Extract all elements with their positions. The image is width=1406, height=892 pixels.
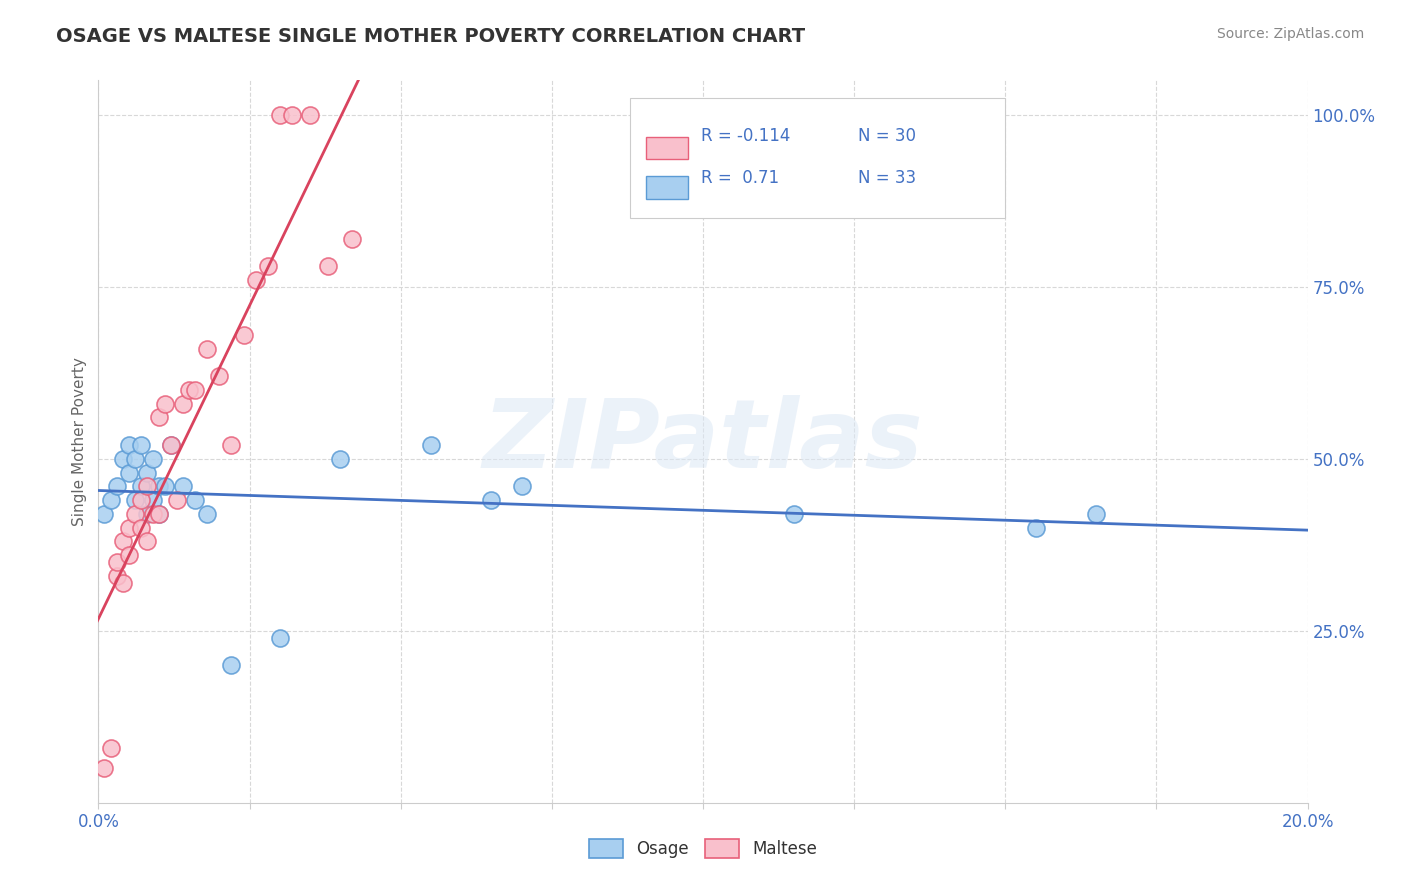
Point xyxy=(100,493,122,508)
Bar xyxy=(647,176,689,199)
Point xyxy=(148,507,170,521)
Point xyxy=(299,108,322,122)
Y-axis label: Single Mother Poverty: Single Mother Poverty xyxy=(72,357,87,526)
Point xyxy=(329,451,352,466)
Point xyxy=(124,507,146,521)
Point xyxy=(160,438,183,452)
Point xyxy=(232,327,254,342)
Point xyxy=(129,438,152,452)
Point xyxy=(148,410,170,425)
Point xyxy=(111,534,134,549)
Point xyxy=(129,493,152,508)
Point xyxy=(118,438,141,452)
Point xyxy=(142,493,165,508)
Point xyxy=(172,479,194,493)
Point xyxy=(316,259,339,273)
Point xyxy=(160,438,183,452)
Text: N = 30: N = 30 xyxy=(858,127,915,145)
Point xyxy=(148,507,170,521)
Point xyxy=(221,438,243,452)
Point xyxy=(124,493,146,508)
Bar xyxy=(647,136,689,160)
Point xyxy=(481,493,503,508)
Point xyxy=(256,259,278,273)
Point xyxy=(420,438,443,452)
Point xyxy=(221,658,243,673)
Point xyxy=(184,493,207,508)
Point xyxy=(148,479,170,493)
Point xyxy=(135,507,157,521)
Point xyxy=(129,520,152,534)
Point xyxy=(111,451,134,466)
Point xyxy=(118,548,141,562)
Point xyxy=(179,383,201,397)
Point xyxy=(269,631,291,645)
Point xyxy=(195,507,218,521)
Point xyxy=(142,507,165,521)
Point xyxy=(105,479,128,493)
Point xyxy=(166,493,188,508)
Point xyxy=(281,108,304,122)
Point xyxy=(269,108,291,122)
Point xyxy=(118,466,141,480)
Point xyxy=(510,479,533,493)
Text: N = 33: N = 33 xyxy=(858,169,915,187)
Text: Source: ZipAtlas.com: Source: ZipAtlas.com xyxy=(1216,27,1364,41)
Point xyxy=(208,369,231,384)
Point xyxy=(153,479,176,493)
Point xyxy=(783,507,806,521)
Point xyxy=(245,273,267,287)
Point xyxy=(195,342,218,356)
Point xyxy=(93,507,115,521)
Point xyxy=(93,761,115,775)
Point xyxy=(1024,520,1046,534)
Text: R = -0.114: R = -0.114 xyxy=(700,127,790,145)
FancyBboxPatch shape xyxy=(630,98,1005,218)
Point xyxy=(105,555,128,569)
Point xyxy=(1085,507,1108,521)
Point xyxy=(342,231,364,245)
Point xyxy=(105,568,128,582)
Point xyxy=(135,479,157,493)
Point xyxy=(153,397,176,411)
Point xyxy=(172,397,194,411)
Point xyxy=(142,451,165,466)
Point xyxy=(111,575,134,590)
Point xyxy=(135,466,157,480)
Point xyxy=(184,383,207,397)
Text: R =  0.71: R = 0.71 xyxy=(700,169,779,187)
Point xyxy=(135,534,157,549)
Text: OSAGE VS MALTESE SINGLE MOTHER POVERTY CORRELATION CHART: OSAGE VS MALTESE SINGLE MOTHER POVERTY C… xyxy=(56,27,806,45)
Text: ZIPatlas: ZIPatlas xyxy=(482,395,924,488)
Legend: Osage, Maltese: Osage, Maltese xyxy=(581,830,825,867)
Point xyxy=(124,451,146,466)
Point xyxy=(118,520,141,534)
Point xyxy=(100,740,122,755)
Point xyxy=(129,479,152,493)
